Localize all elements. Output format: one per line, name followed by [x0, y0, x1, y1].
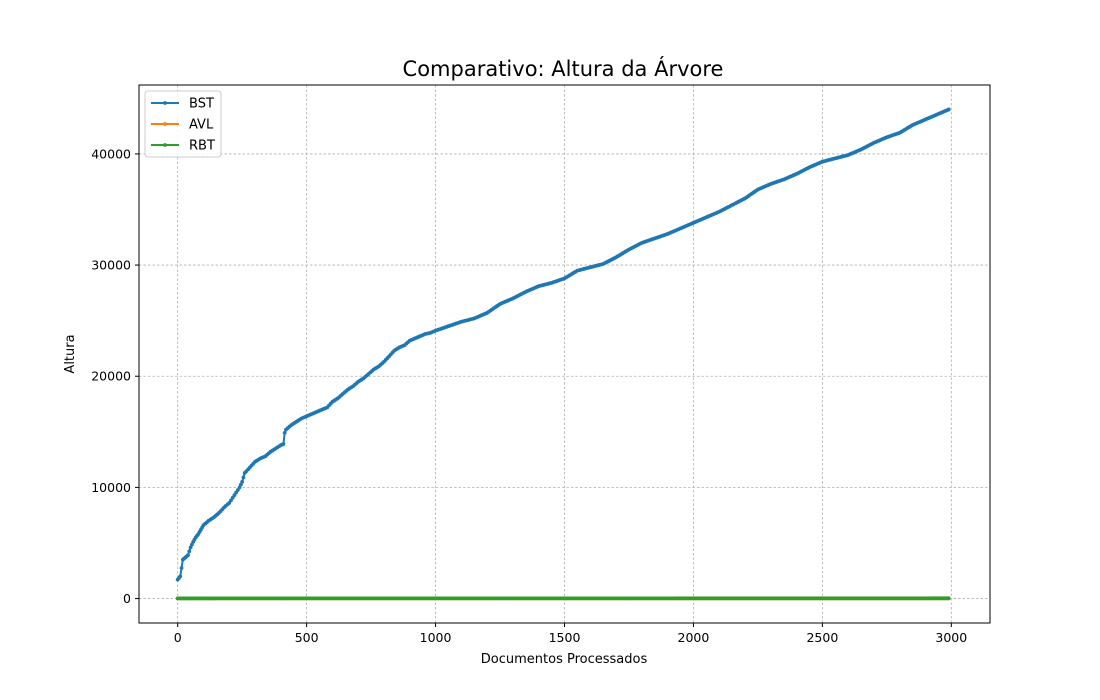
legend-item-avl: AVL	[151, 118, 214, 133]
legend-marker	[163, 122, 167, 126]
data-point	[282, 431, 287, 435]
series-bst	[175, 107, 951, 582]
x-tick-label: 2000	[678, 630, 710, 645]
plot-frame	[138, 84, 991, 624]
x-tick-label: 1500	[549, 630, 581, 645]
legend-marker	[163, 101, 167, 105]
legend: BST AVL RBT	[144, 90, 222, 158]
data-point	[241, 475, 246, 480]
y-tick-label: 20000	[91, 369, 131, 384]
data-point	[240, 479, 245, 484]
series-rbt	[175, 596, 951, 601]
legend-item-bst: BST	[151, 97, 214, 112]
ticks: 0 500 1000 1500 2000 2500 30000100002000030000…	[91, 146, 967, 645]
data-point	[946, 596, 951, 601]
series-layer	[175, 107, 951, 601]
data-point	[179, 566, 184, 570]
data-point	[187, 549, 192, 554]
x-tick-label: 1000	[420, 630, 452, 645]
x-tick-label: 500	[295, 630, 319, 645]
data-point	[186, 553, 190, 558]
legend-item-rbt: RBT	[151, 139, 215, 154]
y-tick-label: 30000	[91, 258, 131, 273]
chart-title: Comparativo: Altura da Árvore	[403, 56, 724, 81]
x-tick-label: 3000	[935, 630, 967, 645]
y-tick-label: 40000	[91, 146, 131, 161]
legend-box	[144, 90, 222, 158]
x-axis-label: Documentos Processados	[481, 652, 648, 667]
y-tick-label: 10000	[91, 480, 131, 495]
series-line-bst	[176, 108, 950, 581]
legend-label: BST	[189, 97, 214, 112]
legend-label: RBT	[189, 139, 215, 154]
x-tick-label: 0	[174, 630, 182, 645]
data-point	[178, 574, 183, 579]
legend-label: AVL	[189, 118, 214, 133]
data-point	[946, 107, 951, 112]
grid	[139, 85, 990, 623]
legend-marker	[163, 143, 167, 147]
y-tick-label: 0	[123, 591, 131, 606]
y-axis-label: Altura	[63, 334, 78, 373]
data-point	[281, 442, 286, 446]
x-tick-label: 2500	[806, 630, 838, 645]
